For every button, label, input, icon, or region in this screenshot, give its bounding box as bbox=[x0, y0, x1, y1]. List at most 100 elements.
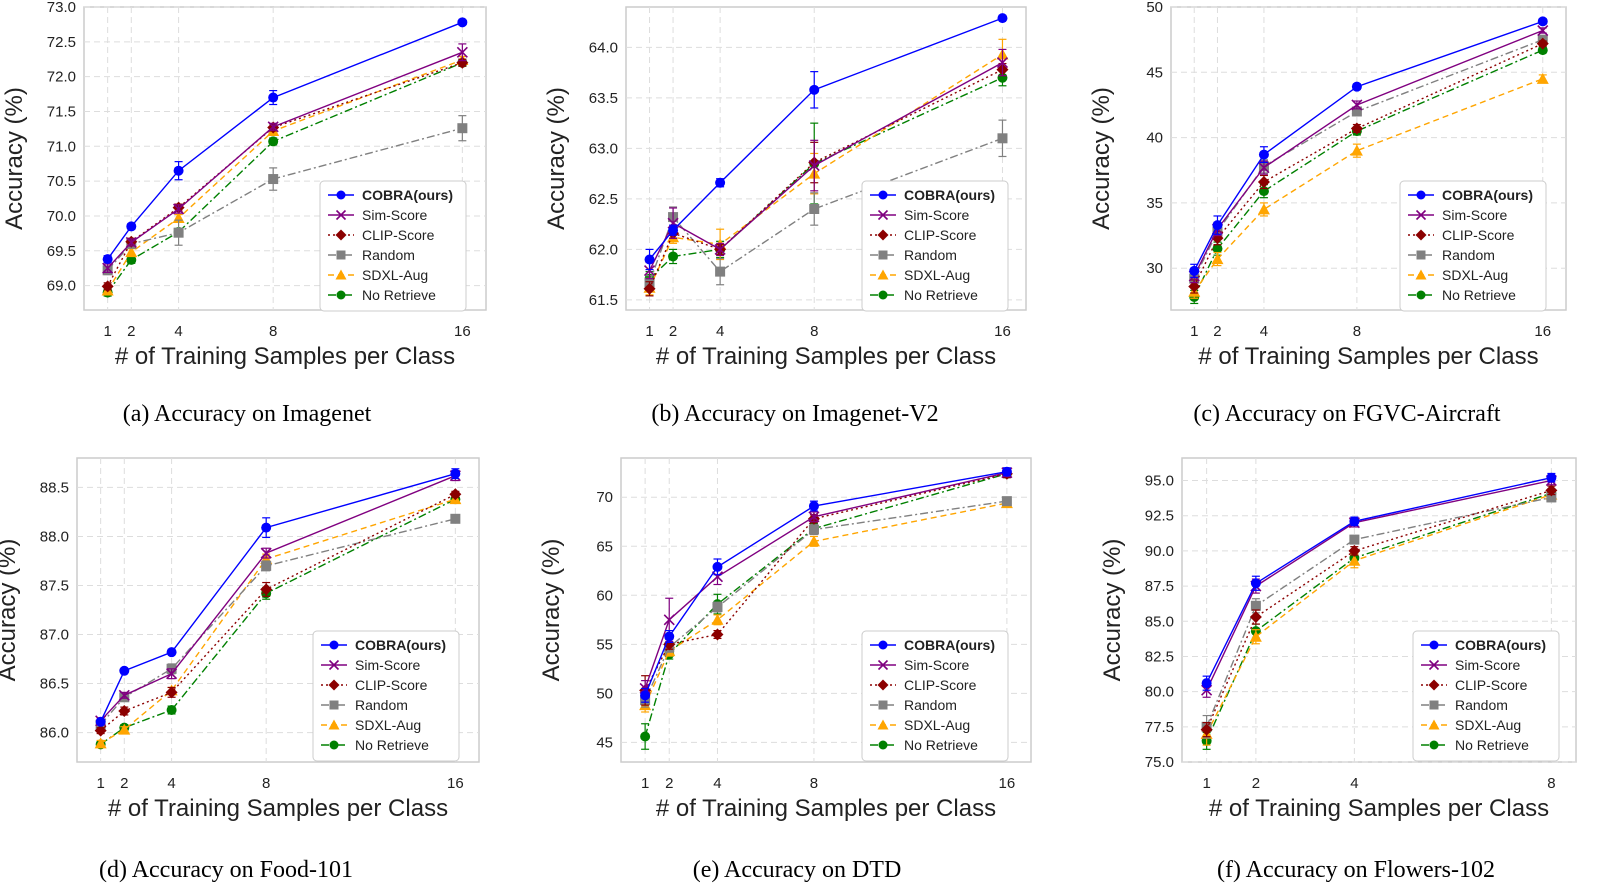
legend-label: SDXL-Aug bbox=[355, 717, 421, 733]
x-axis-label: # of Training Samples per Class bbox=[1209, 795, 1549, 822]
legend-marker bbox=[328, 679, 340, 691]
y-axis-label: Accuracy (%) bbox=[543, 87, 570, 230]
legend-box bbox=[1412, 630, 1560, 762]
legend-marker bbox=[1415, 229, 1427, 241]
data-point bbox=[808, 160, 820, 172]
legend-label: CLIP-Score bbox=[904, 227, 977, 243]
legend-label: COBRA(ours) bbox=[362, 187, 453, 203]
data-point bbox=[260, 547, 272, 559]
y-tick-label: 90.0 bbox=[1145, 543, 1174, 560]
y-tick-label: 85.0 bbox=[1145, 613, 1174, 630]
x-tick-label: 1 bbox=[641, 775, 649, 792]
series-cobra-ours- bbox=[1189, 16, 1548, 278]
x-tick-label: 8 bbox=[1353, 323, 1361, 340]
legend-marker bbox=[1416, 290, 1426, 300]
y-tick-label: 80.0 bbox=[1145, 684, 1174, 701]
data-point bbox=[101, 280, 114, 293]
legend-marker bbox=[1428, 719, 1440, 730]
legend-marker bbox=[329, 640, 339, 650]
legend-label: Random bbox=[904, 697, 957, 713]
data-point bbox=[1257, 203, 1270, 215]
data-point bbox=[126, 254, 137, 265]
data-point bbox=[173, 165, 184, 176]
series-clip-score bbox=[1188, 37, 1549, 294]
legend-marker bbox=[878, 190, 888, 200]
x-tick-label: 4 bbox=[167, 775, 175, 792]
legend-label: Sim-Score bbox=[1442, 207, 1508, 223]
series-cobra-ours- bbox=[1201, 472, 1557, 691]
x-tick-label: 16 bbox=[1534, 323, 1551, 340]
series-sim-score bbox=[102, 43, 468, 274]
y-tick-label: 75.0 bbox=[1145, 754, 1174, 771]
data-point bbox=[1258, 162, 1270, 174]
data-point bbox=[1249, 611, 1262, 624]
x-tick-label: 1 bbox=[1190, 323, 1198, 340]
data-point bbox=[450, 468, 461, 479]
data-point bbox=[268, 174, 279, 185]
legend-marker bbox=[1416, 250, 1426, 260]
legend-marker bbox=[1429, 640, 1439, 650]
data-point bbox=[809, 204, 820, 214]
legend-marker bbox=[877, 269, 889, 280]
x-tick-label: 2 bbox=[669, 323, 677, 340]
x-tick-label: 8 bbox=[262, 775, 270, 792]
legend-marker bbox=[328, 659, 340, 671]
data-point bbox=[1211, 253, 1224, 265]
y-tick-label: 70.5 bbox=[47, 173, 76, 190]
panel-caption: (e) Accuracy on DTD bbox=[693, 857, 902, 883]
x-tick-label: 16 bbox=[999, 775, 1016, 792]
series-line bbox=[1205, 493, 1552, 735]
legend-marker bbox=[877, 659, 889, 671]
data-point bbox=[1212, 243, 1223, 254]
data-point bbox=[1348, 544, 1361, 557]
y-tick-label: 87.0 bbox=[40, 627, 69, 644]
y-tick-label: 40 bbox=[1146, 130, 1163, 147]
data-point bbox=[1536, 37, 1549, 50]
data-point bbox=[102, 262, 114, 274]
legend-marker bbox=[878, 250, 888, 260]
legend-marker bbox=[335, 229, 347, 241]
y-tick-label: 70.0 bbox=[47, 208, 76, 225]
x-tick-label: 4 bbox=[174, 323, 182, 340]
series-cobra-ours- bbox=[640, 466, 1012, 703]
data-point bbox=[640, 690, 651, 701]
legend-label: COBRA(ours) bbox=[1455, 637, 1546, 653]
y-tick-label: 65 bbox=[596, 538, 613, 555]
data-point bbox=[1200, 723, 1213, 736]
series-cobra-ours- bbox=[644, 13, 1008, 271]
x-tick-label: 1 bbox=[1202, 775, 1210, 792]
data-point bbox=[711, 628, 724, 641]
legend-marker bbox=[1415, 269, 1427, 280]
data-point bbox=[808, 501, 819, 512]
x-tick-label: 4 bbox=[713, 775, 721, 792]
panel-caption: (a) Accuracy on Imagenet bbox=[123, 401, 372, 427]
panel-caption: (d) Accuracy on Food-101 bbox=[99, 857, 353, 883]
legend-marker bbox=[878, 700, 888, 710]
y-tick-label: 70 bbox=[596, 489, 613, 506]
legend-marker bbox=[877, 719, 889, 730]
x-tick-label: 1 bbox=[103, 323, 111, 340]
data-point bbox=[166, 647, 177, 658]
data-point bbox=[997, 133, 1008, 144]
legend-marker bbox=[878, 740, 888, 750]
data-point bbox=[1201, 678, 1212, 689]
legend: COBRA(ours) Sim-Score CLIP-Score Random SDXL… bbox=[1412, 630, 1560, 762]
chart-panel-5: 45 50 55 60 65 70 1 2 4 8 16# of Training Samples … bbox=[538, 457, 1032, 883]
data-point bbox=[712, 561, 723, 572]
legend-label: Random bbox=[355, 697, 408, 713]
y-tick-label: 86.5 bbox=[40, 676, 69, 693]
data-point bbox=[714, 243, 726, 255]
y-tick-label: 87.5 bbox=[1145, 578, 1174, 595]
legend-label: Random bbox=[362, 247, 415, 263]
legend-label: No Retrieve bbox=[904, 287, 978, 303]
legend-label: CLIP-Score bbox=[1442, 227, 1515, 243]
y-tick-label: 88.5 bbox=[40, 479, 69, 496]
legend-marker bbox=[1429, 740, 1439, 750]
legend-marker bbox=[336, 290, 346, 300]
legend-label: CLIP-Score bbox=[362, 227, 435, 243]
y-tick-label: 73.0 bbox=[47, 0, 76, 16]
x-tick-label: 1 bbox=[96, 775, 104, 792]
data-point bbox=[1350, 122, 1363, 135]
legend-marker bbox=[328, 719, 340, 730]
data-point bbox=[261, 522, 272, 533]
